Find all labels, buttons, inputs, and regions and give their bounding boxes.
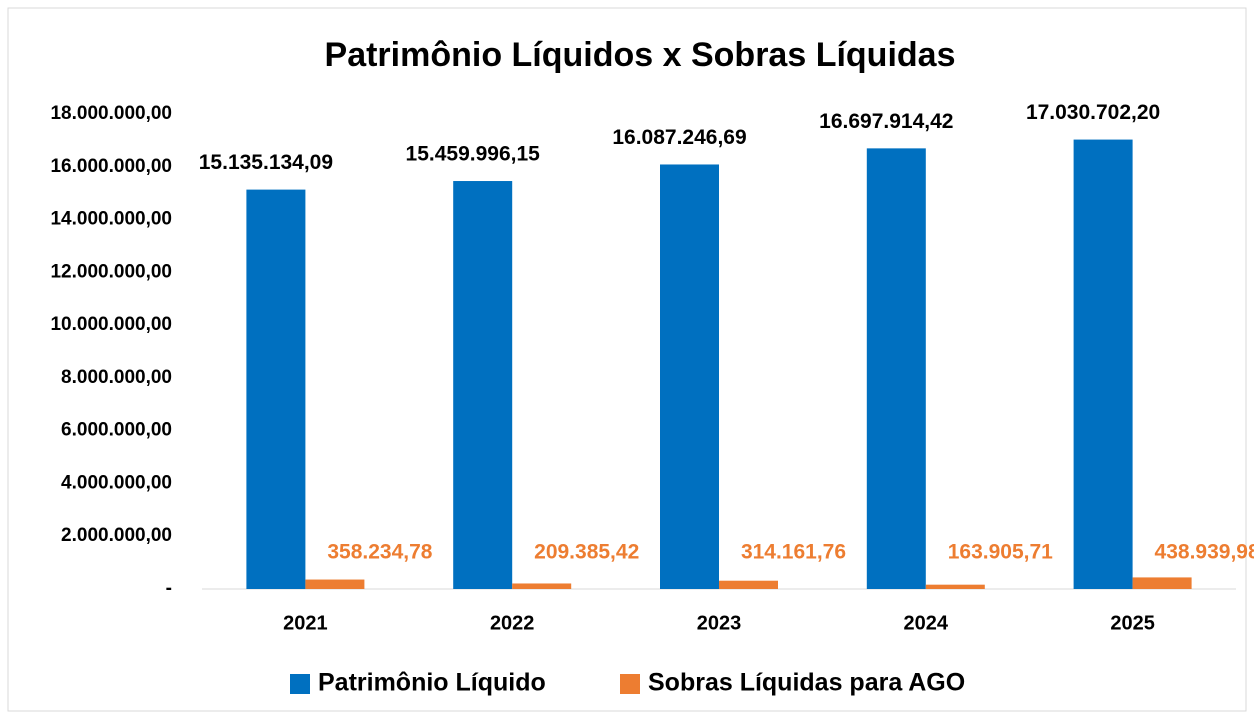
chart-border bbox=[7, 7, 1247, 712]
y-tick-label: 16.000.000,00 bbox=[50, 156, 172, 177]
legend-swatch bbox=[620, 674, 640, 694]
x-tick-label: 2021 bbox=[283, 612, 328, 634]
y-tick-label: 18.000.000,00 bbox=[50, 103, 172, 124]
bar bbox=[1073, 139, 1133, 590]
data-label: 15.135.134,09 bbox=[199, 151, 333, 174]
bar bbox=[1132, 577, 1192, 589]
bar bbox=[512, 583, 572, 589]
data-label: 209.385,42 bbox=[534, 541, 639, 564]
bar bbox=[866, 148, 926, 589]
data-label: 438.939,98 bbox=[1155, 541, 1254, 564]
x-tick-label: 2023 bbox=[697, 612, 742, 634]
data-label: 16.697.914,42 bbox=[819, 110, 953, 133]
data-label: 16.087.246,69 bbox=[612, 126, 746, 149]
data-label: 358.234,78 bbox=[327, 541, 432, 564]
x-tick-label: 2025 bbox=[1110, 612, 1155, 634]
data-label: 17.030.702,20 bbox=[1026, 101, 1160, 124]
y-tick-label: 14.000.000,00 bbox=[50, 209, 172, 230]
legend-swatch bbox=[290, 674, 310, 694]
data-label: 314.161,76 bbox=[741, 541, 846, 564]
bar bbox=[719, 580, 778, 589]
y-tick-label: 12.000.000,00 bbox=[50, 261, 172, 282]
legend-label: Patrimônio Líquido bbox=[318, 669, 546, 697]
legend-label: Sobras Líquidas para AGO bbox=[648, 669, 965, 697]
y-tick-label: 10.000.000,00 bbox=[50, 314, 172, 335]
bar bbox=[246, 189, 306, 589]
y-tick-label: 2.000.000,00 bbox=[61, 525, 172, 546]
y-tick-label: - bbox=[166, 578, 172, 599]
bar bbox=[305, 579, 365, 589]
data-label: 15.459.996,15 bbox=[406, 143, 541, 166]
bar bbox=[925, 584, 985, 589]
x-tick-label: 2022 bbox=[490, 612, 535, 634]
chart-title: Patrimônio Líquidos x Sobras Líquidas bbox=[325, 36, 956, 74]
x-tick-label: 2024 bbox=[904, 612, 949, 634]
y-tick-label: 6.000.000,00 bbox=[61, 420, 172, 441]
bar bbox=[660, 164, 719, 589]
y-tick-label: 4.000.000,00 bbox=[61, 472, 172, 493]
bar bbox=[453, 181, 513, 589]
data-label: 163.905,71 bbox=[948, 541, 1053, 564]
y-tick-label: 8.000.000,00 bbox=[61, 367, 172, 388]
